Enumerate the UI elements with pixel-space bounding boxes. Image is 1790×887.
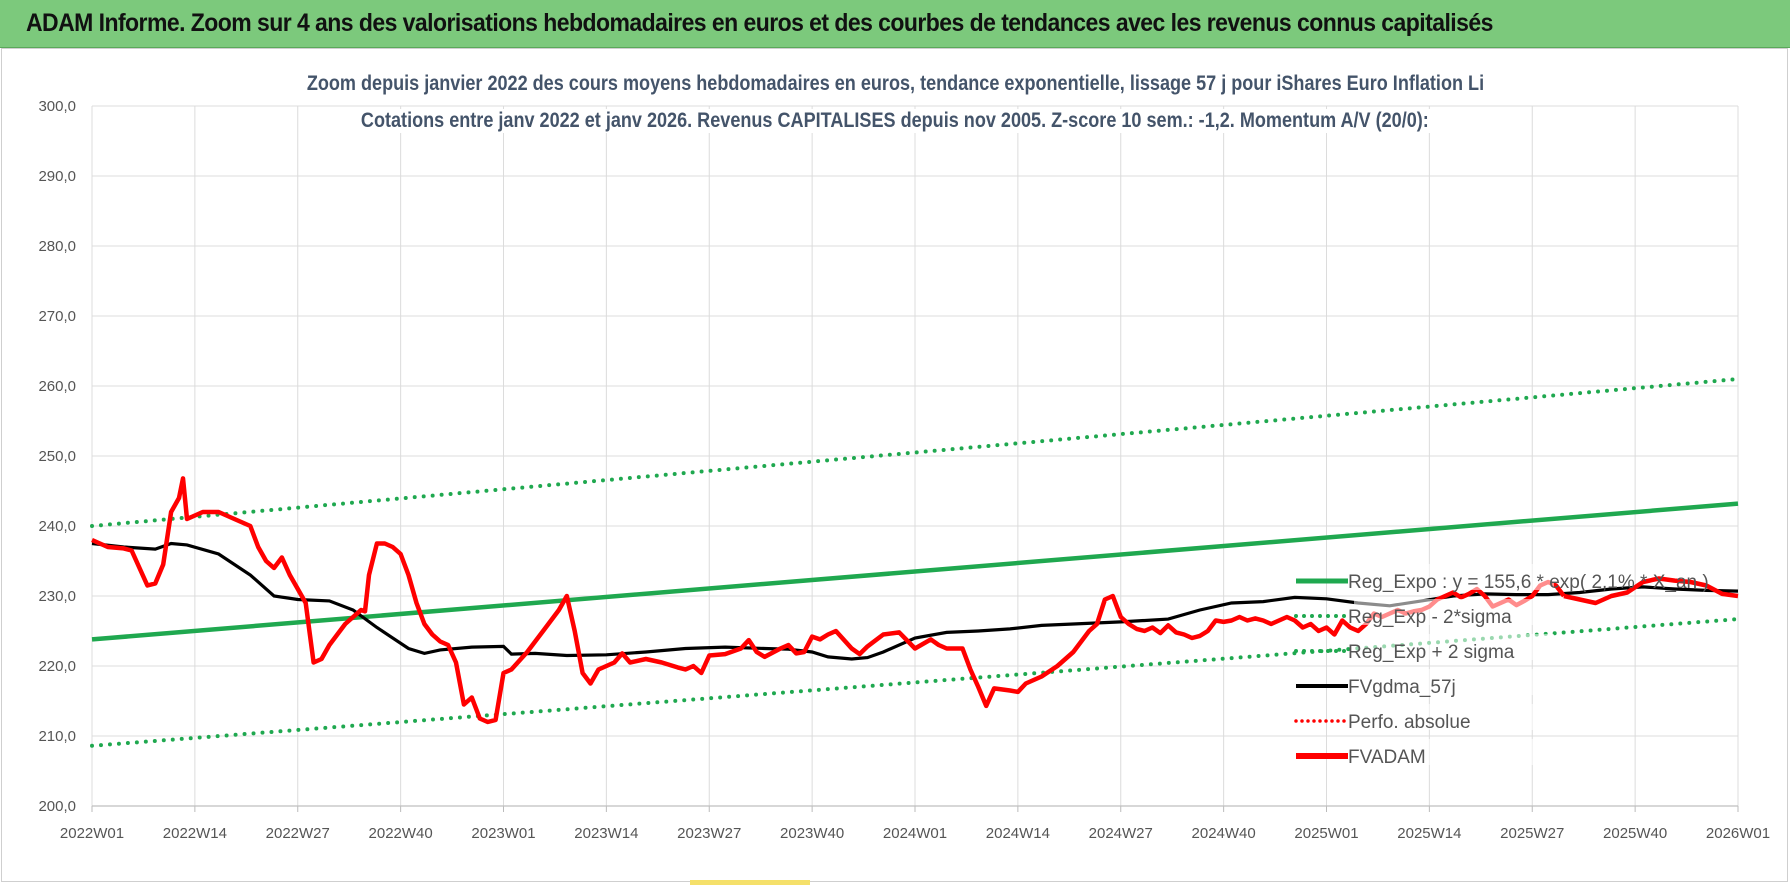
x-tick-label: 2026W01 — [1706, 825, 1770, 842]
x-tick-label: 2022W27 — [266, 825, 330, 842]
x-tick-label: 2022W14 — [163, 825, 227, 842]
y-axis-ticks: 200,0 210,0 220,0 230,0 240,0 250,0 260,0 270,0… — [38, 98, 76, 815]
y-tick-label: 220,0 — [38, 658, 76, 675]
y-tick-label: 240,0 — [38, 518, 76, 535]
x-tick-label: 2022W01 — [60, 825, 124, 842]
y-tick-label: 250,0 — [38, 448, 76, 465]
y-tick-label: 210,0 — [38, 728, 76, 745]
price-line — [91, 476, 1566, 725]
x-tick-label: 2025W27 — [1500, 825, 1564, 842]
x-tick-label: 2023W40 — [780, 825, 844, 842]
x-axis-ticks: 2022W01 2022W14 2022W27 2022W40 2023W01 2023W… — [60, 825, 1770, 842]
x-tick-label: 2024W14 — [986, 825, 1050, 842]
upper-band-line — [90, 377, 1740, 528]
y-tick-label: 200,0 — [38, 798, 76, 815]
legend-label-bg — [1354, 599, 1554, 625]
legend-label-bg — [1354, 634, 1554, 660]
y-tick-label: 230,0 — [38, 588, 76, 605]
legend-label: FVgdma_57j — [1348, 677, 1456, 698]
y-tick-label: 300,0 — [38, 98, 76, 115]
chart-subtitle: Cotations entre janv 2022 et janv 2026. … — [0, 109, 1790, 133]
y-tick-label: 280,0 — [38, 238, 76, 255]
chart-legend: Reg_Expo : y = 155,6 * exp( 2,1% * X_an … — [1294, 564, 1709, 768]
x-tick-label: 2024W01 — [883, 825, 947, 842]
legend-label: Reg_Expo : y = 155,6 * exp( 2,1% * X_an … — [1348, 572, 1709, 593]
banner-title: ADAM Informe. Zoom sur 4 ans des valoris… — [26, 9, 1493, 37]
x-tick-label: 2024W40 — [1192, 825, 1256, 842]
legend-label: Reg_Exp - 2*sigma — [1348, 607, 1512, 628]
trend-line — [91, 501, 1739, 642]
x-tick-label: 2025W01 — [1294, 825, 1358, 842]
x-tick-label: 2022W40 — [369, 825, 433, 842]
price-line-tail — [1563, 576, 1739, 606]
header-banner: ADAM Informe. Zoom sur 4 ans des valoris… — [0, 0, 1790, 48]
legend-label-bg — [1354, 739, 1554, 765]
x-tick-label: 2023W27 — [677, 825, 741, 842]
y-tick-label: 260,0 — [38, 378, 76, 395]
sheet-tab-indicator — [690, 880, 810, 885]
legend-label: Perfo. absolue — [1348, 712, 1471, 733]
legend-label-bg — [1354, 564, 1554, 590]
x-tick-label: 2025W40 — [1603, 825, 1667, 842]
legend-label: FVADAM — [1348, 747, 1426, 768]
x-tick-label: 2024W27 — [1089, 825, 1153, 842]
legend-label-bg — [1354, 704, 1554, 730]
x-tick-label: 2023W01 — [471, 825, 535, 842]
legend-label-bg — [1354, 669, 1554, 695]
legend-label: Reg_Exp + 2 sigma — [1348, 642, 1515, 663]
y-tick-label: 290,0 — [38, 168, 76, 185]
x-tick-label: 2023W14 — [574, 825, 638, 842]
chart-title: Zoom depuis janvier 2022 des cours moyen… — [0, 72, 1790, 96]
y-tick-label: 270,0 — [38, 308, 76, 325]
x-tick-label: 2025W14 — [1397, 825, 1461, 842]
chart-frame — [1, 48, 1788, 882]
